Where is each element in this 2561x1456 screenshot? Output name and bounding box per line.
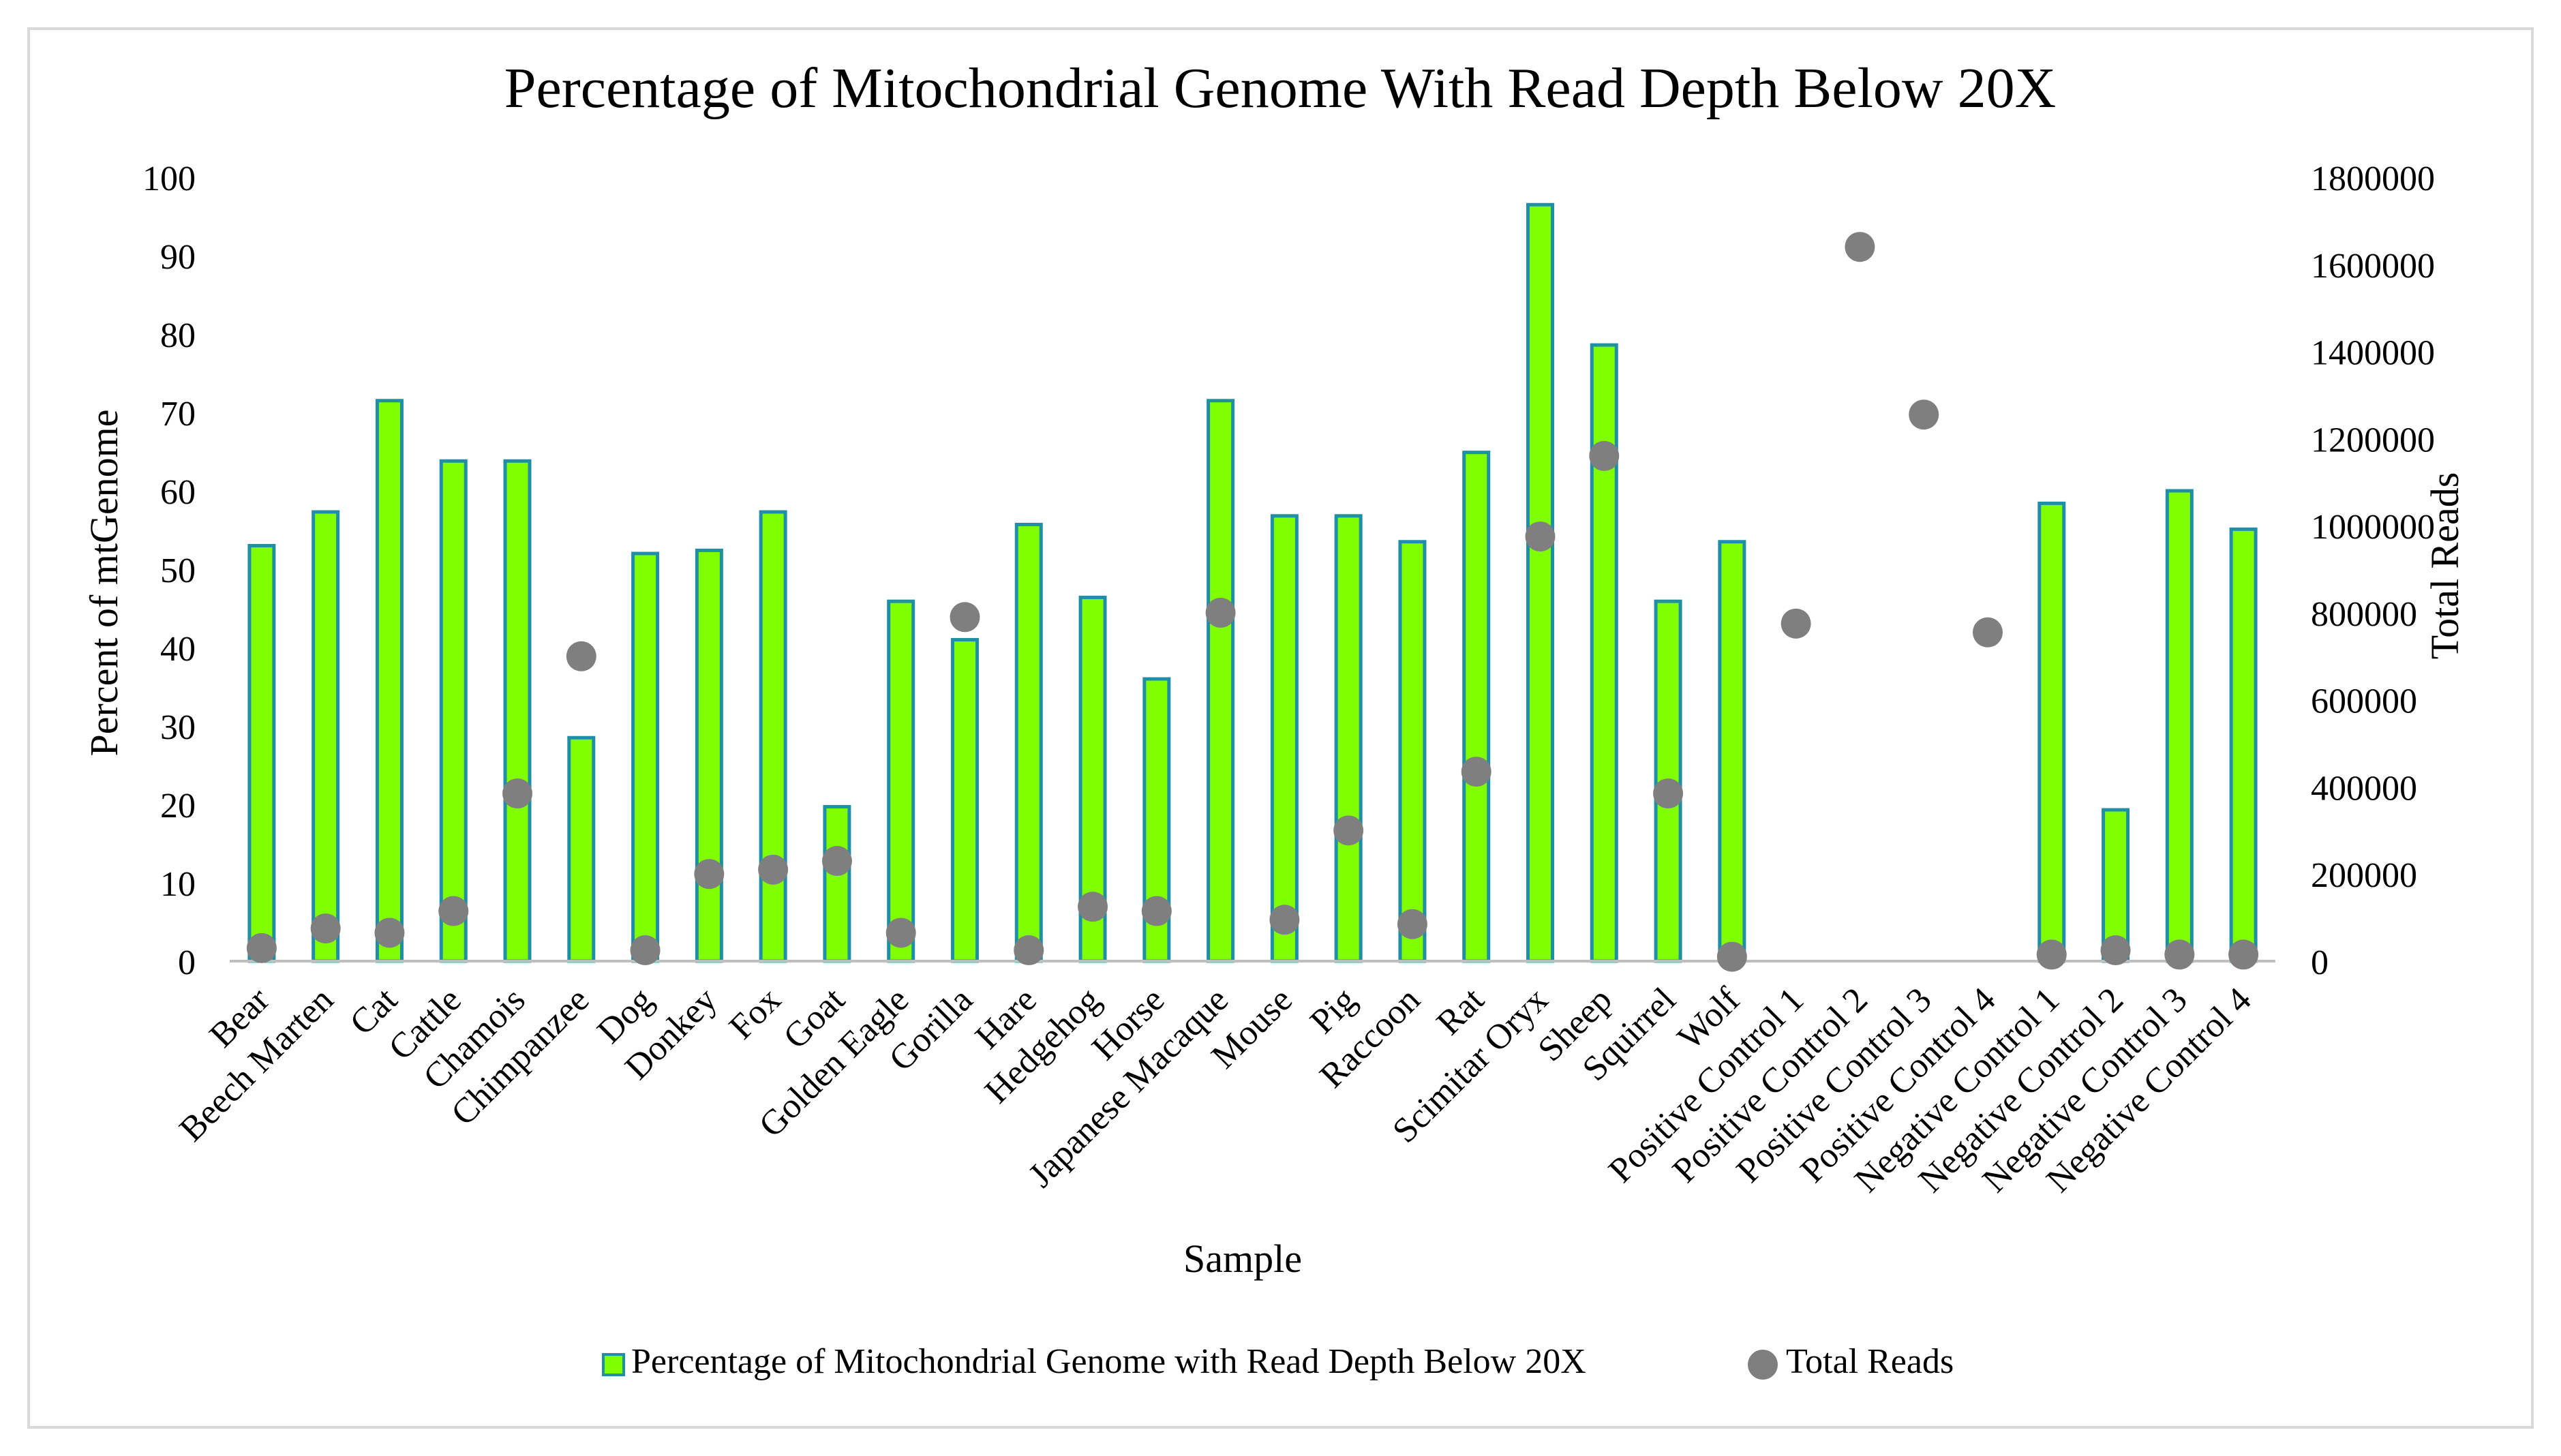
bar — [439, 459, 468, 963]
y2-tick-label: 1800000 — [2311, 160, 2435, 198]
scatter-point — [438, 896, 469, 926]
bar — [950, 638, 979, 963]
scatter-point — [1909, 399, 1939, 430]
scatter-point — [1269, 905, 1300, 935]
scatter-point — [1780, 608, 1811, 639]
y-tick-label: 90 — [160, 238, 196, 277]
scatter-point — [310, 913, 341, 944]
legend-dot-swatch — [1748, 1350, 1778, 1380]
scatter-point — [758, 854, 789, 885]
bar — [1590, 343, 1618, 963]
y2-tick-label: 800000 — [2311, 595, 2417, 634]
scatter-point — [630, 935, 661, 966]
y-tick-label: 60 — [160, 473, 196, 512]
y2-tick-label: 1000000 — [2311, 508, 2435, 547]
y-axis-title: Percent of mtGenome — [82, 410, 126, 757]
scatter-point — [502, 778, 533, 809]
scatter-point — [1397, 909, 1427, 939]
scatter-point — [1141, 896, 1172, 926]
legend-dot-label: Total Reads — [1786, 1342, 1954, 1381]
scatter-point — [1845, 232, 1875, 262]
scatter-point — [1078, 892, 1108, 922]
scatter-point — [566, 641, 596, 671]
bar — [503, 459, 532, 963]
bar — [1270, 514, 1299, 963]
bar — [1014, 522, 1043, 963]
legend-bar-swatch — [602, 1353, 625, 1376]
y2-tick-label: 200000 — [2311, 856, 2417, 895]
y-tick-label: 80 — [160, 316, 196, 355]
scatter-point — [1333, 815, 1364, 846]
bar — [312, 510, 340, 963]
scatter-point — [1461, 757, 1491, 787]
bar — [1718, 540, 1746, 963]
scatter-point — [694, 859, 725, 890]
scatter-point — [1014, 935, 1044, 966]
legend: Percentage of Mitochondrial Genome with … — [602, 1342, 1954, 1381]
scatter-point — [1525, 521, 1556, 552]
bar — [1207, 399, 1235, 963]
x-axis-title: Sample — [1183, 1237, 1302, 1281]
y2-tick-label: 1400000 — [2311, 334, 2435, 373]
y-tick-label: 40 — [160, 630, 196, 669]
bar — [823, 804, 851, 963]
scatter-point — [374, 917, 405, 948]
bar — [1398, 540, 1427, 963]
legend-bar-label: Percentage of Mitochondrial Genome with … — [631, 1342, 1586, 1381]
chart-title: Percentage of Mitochondrial Genome With … — [504, 57, 2057, 120]
scatter-point — [2228, 939, 2259, 970]
scatter-point — [1205, 597, 1236, 628]
y-tick-label: 100 — [142, 160, 196, 198]
scatter-point — [821, 846, 852, 877]
y2-tick-label: 600000 — [2311, 682, 2417, 721]
scatter-point — [1972, 617, 2003, 648]
y2-tick-label: 400000 — [2311, 769, 2417, 808]
bar — [567, 735, 596, 963]
bar — [1526, 202, 1555, 963]
scatter-point — [885, 917, 916, 948]
y2-tick-label: 0 — [2311, 943, 2329, 982]
bar — [2229, 527, 2258, 963]
y-tick-label: 30 — [160, 708, 196, 747]
y-tick-label: 0 — [178, 943, 196, 982]
y-tick-label: 10 — [160, 865, 196, 904]
y-tick-label: 50 — [160, 551, 196, 590]
bar — [2165, 489, 2194, 963]
y-tick-label: 70 — [160, 395, 196, 434]
scatter-point — [2036, 939, 2067, 970]
y2-axis-title: Total Reads — [2423, 472, 2467, 660]
scatter-point — [2100, 935, 2131, 966]
bar — [375, 399, 404, 963]
scatter-point — [950, 602, 980, 633]
scatter-point — [1716, 941, 1747, 972]
bar — [2037, 501, 2066, 963]
bar — [695, 548, 723, 963]
bar — [247, 544, 276, 963]
bar — [887, 599, 915, 963]
scatter-point — [246, 932, 277, 963]
bar — [1462, 451, 1491, 963]
bar — [759, 510, 787, 963]
scatter-point — [1589, 440, 1620, 471]
scatter-point — [2164, 939, 2195, 970]
y2-tick-label: 1600000 — [2311, 247, 2435, 286]
scatter-point — [1653, 778, 1684, 809]
y2-tick-label: 1200000 — [2311, 421, 2435, 459]
bar — [631, 551, 660, 963]
y-tick-label: 20 — [160, 787, 196, 825]
bar — [1334, 514, 1363, 963]
